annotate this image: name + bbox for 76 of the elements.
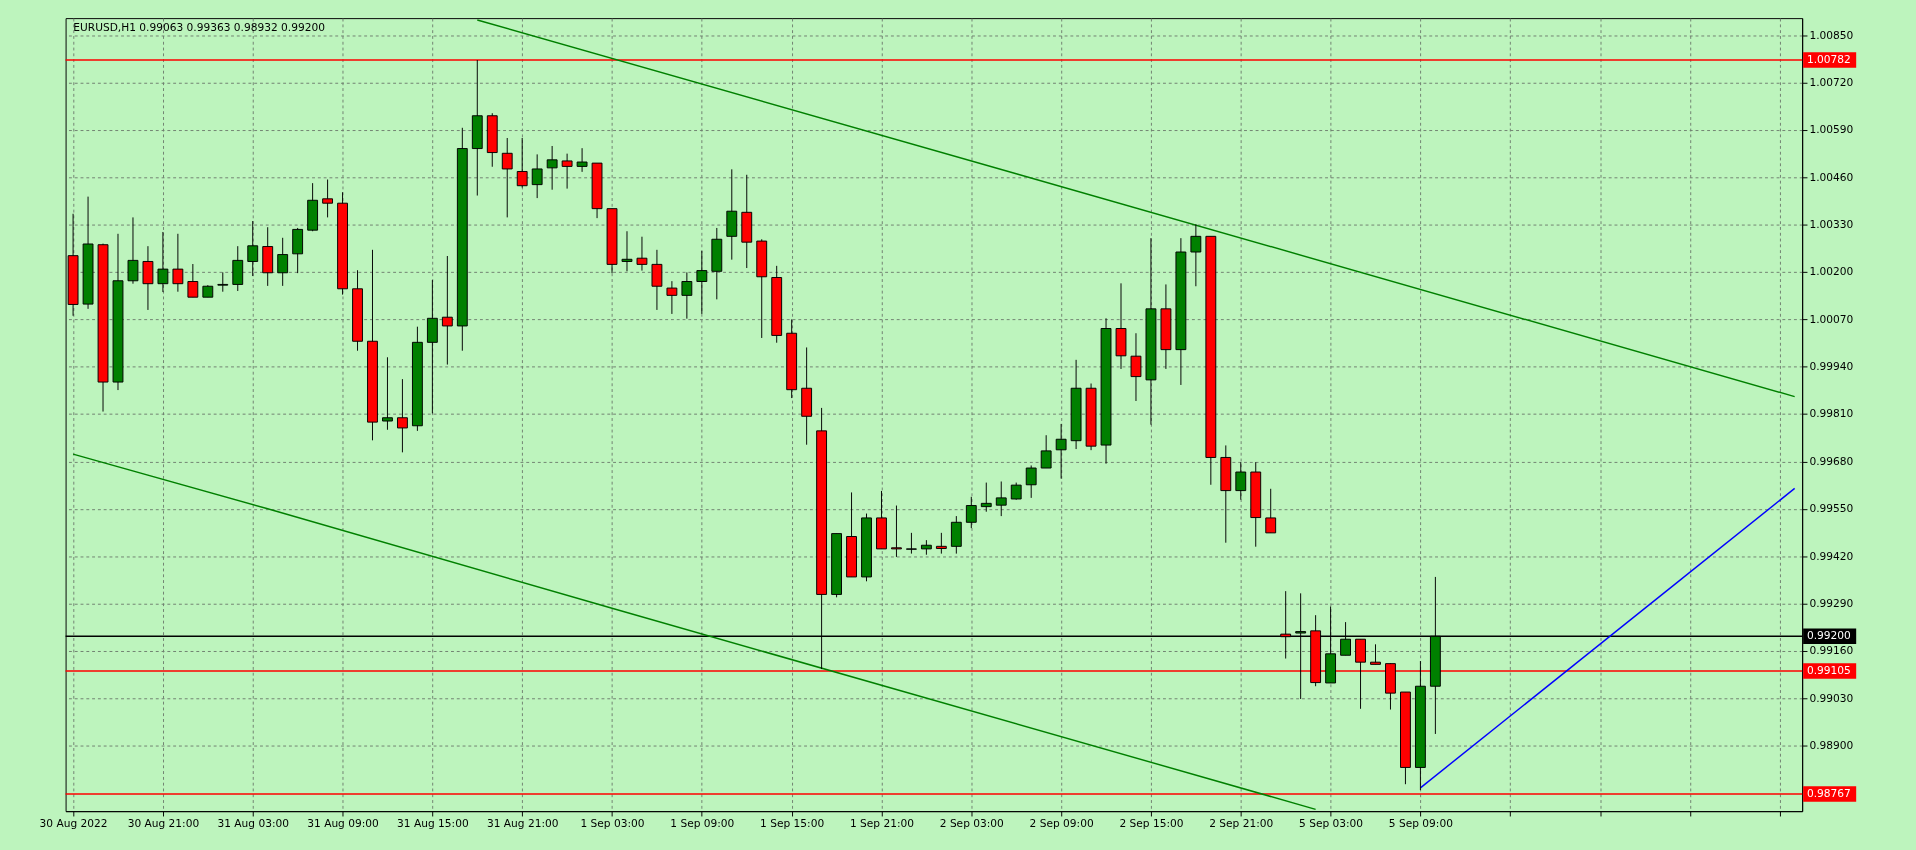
x-tick-label: 2 Sep 09:00	[1029, 817, 1094, 831]
candlestick	[187, 263, 199, 298]
candlestick	[172, 233, 184, 293]
y-tick-label: 0.99940	[1809, 360, 1854, 374]
x-tick-label: 30 Aug 2022	[39, 817, 108, 831]
candlestick	[382, 356, 393, 431]
candlestick	[322, 179, 333, 218]
candlestick	[906, 532, 917, 555]
x-tick-label: 5 Sep 03:00	[1299, 817, 1364, 831]
y-tick-label: 0.99160	[1809, 644, 1854, 658]
candlestick	[546, 145, 558, 191]
candlestick	[636, 236, 648, 272]
candlestick	[501, 137, 513, 218]
candlestick	[397, 378, 408, 453]
y-tick-label: 1.00070	[1809, 312, 1854, 326]
y-tick-label: 0.98900	[1809, 738, 1854, 752]
candlestick	[935, 532, 947, 555]
y-tick-label: 0.99030	[1809, 691, 1854, 705]
x-tick-label: 2 Sep 03:00	[939, 817, 1005, 831]
candlestick	[157, 231, 169, 293]
candlestick	[142, 245, 154, 311]
candlestick	[1040, 434, 1052, 469]
y-tick-label: 0.99420	[1809, 549, 1854, 563]
candlestick	[247, 220, 259, 277]
candlestick	[1370, 643, 1381, 665]
candlestick	[681, 271, 693, 320]
y-tick-label: 1.00720	[1809, 75, 1854, 89]
x-tick-label: 5 Sep 09:00	[1388, 817, 1454, 831]
candlestick	[1055, 423, 1067, 480]
candlestick	[696, 250, 708, 315]
x-tick-label: 1 Sep 15:00	[760, 817, 825, 831]
candlestick	[441, 255, 453, 366]
x-tick-label: 31 Aug 03:00	[217, 817, 290, 831]
y-tick-label: 0.99290	[1809, 596, 1854, 610]
candlestick	[621, 230, 633, 272]
y-tick-label: 0.99550	[1809, 502, 1854, 516]
ref-line-label: 0.98767	[1806, 786, 1851, 800]
candlestick	[995, 481, 1007, 517]
candlestick	[891, 505, 902, 558]
ref-line-label: 1.00782	[1806, 52, 1851, 66]
x-tick-label: 1 Sep 21:00	[849, 817, 915, 831]
x-tick-label: 30 Aug 21:00	[127, 817, 200, 831]
x-tick-label: 31 Aug 21:00	[486, 817, 559, 831]
candlestick	[1235, 461, 1247, 501]
x-tick-label: 1 Sep 03:00	[580, 817, 645, 831]
candlestick	[576, 147, 588, 173]
candlestick	[1265, 488, 1277, 534]
candlestick	[980, 482, 992, 513]
line-series	[72, 453, 1317, 811]
candlestick	[1130, 332, 1142, 402]
x-tick-label: 2 Sep 21:00	[1209, 817, 1274, 831]
y-tick-label: 1.00460	[1809, 170, 1854, 184]
ref-line-label: 0.99200	[1806, 629, 1852, 643]
candlestick	[277, 237, 289, 287]
candlestick	[965, 496, 977, 529]
x-tick-label: 31 Aug 09:00	[307, 817, 380, 831]
candlestick	[1025, 464, 1037, 499]
candlestick	[651, 249, 663, 311]
candlestick	[666, 280, 678, 315]
candlestick	[531, 153, 543, 199]
x-tick-label: 2 Sep 15:00	[1119, 817, 1184, 831]
candlestick	[561, 153, 573, 190]
candlestick	[217, 271, 229, 293]
chart-title: EURUSD,H1 0.99063 0.99363 0.98932 0.99200	[73, 20, 326, 34]
y-tick-label: 1.00330	[1809, 218, 1854, 232]
x-tick-label: 31 Aug 15:00	[397, 817, 469, 831]
candlestick	[516, 137, 528, 189]
candlestick	[1190, 223, 1202, 287]
y-tick-label: 0.99680	[1809, 454, 1854, 468]
ref-line-label: 0.99105	[1806, 663, 1851, 677]
y-tick-label: 0.99810	[1809, 407, 1854, 421]
y-tick-label: 1.00850	[1809, 28, 1854, 42]
y-tick-label: 1.00590	[1809, 123, 1854, 137]
y-tick-label: 1.00200	[1809, 265, 1854, 279]
candlestick	[127, 216, 139, 285]
x-tick-label: 1 Sep 09:00	[670, 817, 735, 831]
